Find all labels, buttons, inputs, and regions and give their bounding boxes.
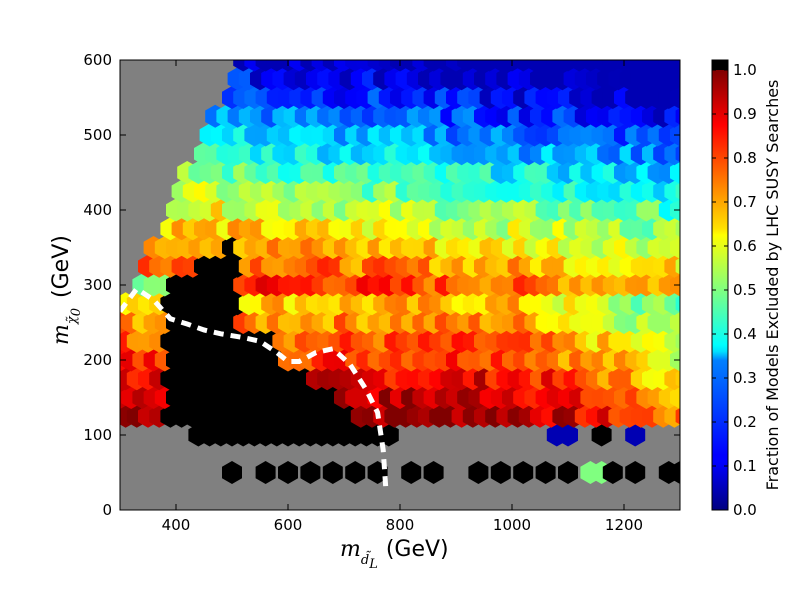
hexbin-cell xyxy=(345,461,366,484)
colorbar-tick-label: 0.2 xyxy=(733,413,757,431)
y-axis-ticks: 0 100 200 300 400 500 600 xyxy=(83,51,680,519)
colorbar-ticks: 0.0 0.1 0.2 0.3 0.4 0.5 0.6 0.7 0.8 0.9 1.0 xyxy=(712,61,757,519)
hexbin-cell xyxy=(468,461,489,484)
colorbar-gradient xyxy=(712,70,728,510)
hexbin-cell xyxy=(401,461,422,484)
colorbar-tick-label: 1.0 xyxy=(733,61,757,79)
hexbin-cell xyxy=(675,407,680,425)
colorbar-tick-label: 0.0 xyxy=(733,501,757,519)
hexbin-cell xyxy=(675,370,680,388)
hexbin-cell xyxy=(675,295,680,313)
colorbar-tick-label: 0.8 xyxy=(733,149,757,167)
hexbin-cell xyxy=(625,461,646,484)
x-axis-ticks: 400 600 800 1000 1200 xyxy=(162,60,643,534)
colorbar-tick-label: 0.5 xyxy=(733,281,757,299)
hexbin-cell xyxy=(625,423,646,447)
hexbin-cell xyxy=(558,461,578,484)
plot-area xyxy=(119,59,681,511)
y-tick-label: 300 xyxy=(83,276,112,294)
hexbin-cell xyxy=(278,461,298,484)
colorbar-label: Fraction of Models Excluded by LHC SUSY … xyxy=(763,80,782,491)
hexbin-layer xyxy=(120,60,680,484)
hexbin-cell xyxy=(222,461,242,484)
hexbin-cell xyxy=(670,461,680,484)
hexbin-cell xyxy=(670,60,680,72)
hexbin-cell xyxy=(675,107,680,125)
hexbin-cell xyxy=(675,182,680,200)
colorbar-over-black xyxy=(712,60,728,70)
colorbar-tick-label: 0.9 xyxy=(733,105,757,123)
hexbin-cell xyxy=(255,461,276,484)
colorbar-tick-label: 0.1 xyxy=(733,457,757,475)
colorbar-tick-label: 0.6 xyxy=(733,237,757,255)
y-tick-label: 100 xyxy=(83,426,112,444)
x-tick-label: 600 xyxy=(274,516,303,534)
hexbin-cell xyxy=(670,236,680,259)
y-tick-label: 200 xyxy=(83,351,112,369)
hexbin-cell xyxy=(670,311,680,334)
hexbin-cell xyxy=(300,461,321,484)
hexbin-cell xyxy=(670,161,680,184)
x-tick-label: 400 xyxy=(162,516,191,534)
hexbin-cell xyxy=(591,423,612,447)
hexbin-cell xyxy=(378,423,399,447)
hexbin-cell xyxy=(602,461,623,484)
colorbar-frame xyxy=(711,59,729,511)
hexbin-cell xyxy=(675,332,680,350)
x-tick-label: 1200 xyxy=(605,516,643,534)
hexbin-cell xyxy=(675,257,680,275)
hexbin-cell xyxy=(675,70,680,88)
hexbin-cell xyxy=(423,461,444,484)
hexbin-cell xyxy=(670,86,680,109)
hexbin-cell xyxy=(675,145,680,163)
y-tick-label: 500 xyxy=(83,126,112,144)
exclusion-contour xyxy=(120,285,389,492)
y-tick-label: 600 xyxy=(83,51,112,69)
y-axis-label: mχ̃0(GeV) xyxy=(49,235,84,345)
hexbin-cell xyxy=(513,461,534,484)
colorbar: 0.0 0.1 0.2 0.3 0.4 0.5 0.6 0.7 0.8 0.9 1.0 Fracti… xyxy=(711,59,782,519)
y-tick-label: 0 xyxy=(102,501,112,519)
hexbin-cell xyxy=(322,461,343,484)
hexbin-cell xyxy=(670,386,680,409)
x-tick-label: 800 xyxy=(386,516,415,534)
colorbar-tick-label: 0.3 xyxy=(733,369,757,387)
colorbar-tick-label: 0.7 xyxy=(733,193,757,211)
hexbin-cell xyxy=(675,220,680,238)
colorbar-tick-label: 0.4 xyxy=(733,325,757,343)
hexbin-cell xyxy=(490,461,511,484)
x-tick-label: 1000 xyxy=(493,516,531,534)
x-axis-label: md̃L(GeV) xyxy=(340,537,449,572)
y-tick-label: 400 xyxy=(83,201,112,219)
hexbin-cell xyxy=(558,423,578,447)
hexbin-cell xyxy=(535,461,556,484)
